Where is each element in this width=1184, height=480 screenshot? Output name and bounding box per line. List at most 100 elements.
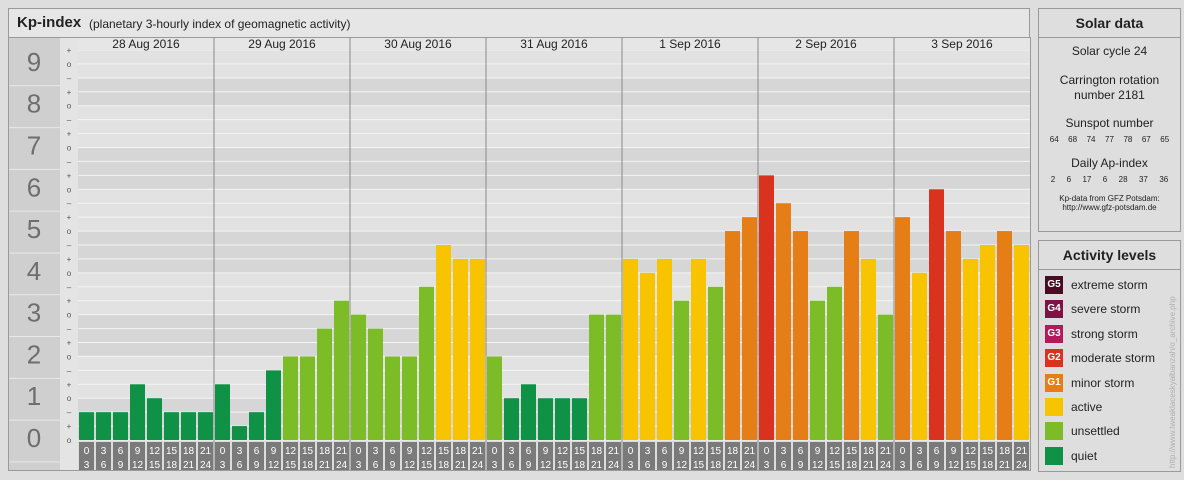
interval-end-label: 9 [118, 460, 124, 471]
interval-end-label: 12 [540, 460, 552, 471]
kp-bar [742, 217, 757, 440]
svg-text:http://www.tweaklaceskyalbanza: http://www.tweaklaceskyalbanzah/o_archiv… [1168, 296, 1177, 468]
y-minor-label: + [67, 213, 72, 222]
interval-cell [79, 442, 94, 470]
interval-start-label: 3 [509, 446, 515, 457]
sunspot-value: 78 [1123, 135, 1133, 144]
legend-label: active [1071, 400, 1103, 414]
y-minor-label: o [67, 436, 72, 445]
ap-value: 6 [1102, 175, 1108, 184]
interval-end-label: 9 [254, 460, 260, 471]
day-label: 31 Aug 2016 [520, 37, 588, 51]
interval-end-label: 9 [934, 460, 940, 471]
interval-end-label: 6 [373, 460, 379, 471]
interval-start-label: 21 [472, 446, 484, 457]
interval-start-label: 0 [764, 446, 770, 457]
kp-bar [589, 314, 604, 440]
y-tick-label: 9 [27, 47, 41, 77]
kp-bar [674, 300, 689, 440]
interval-cell [1014, 442, 1029, 470]
interval-end-label: 3 [356, 460, 362, 471]
kp-bar [164, 412, 179, 440]
interval-cell [742, 442, 757, 470]
sunspot-value: 77 [1105, 135, 1114, 144]
kp-bar [521, 384, 536, 440]
interval-start-label: 21 [744, 446, 756, 457]
interval-start-label: 3 [373, 446, 379, 457]
interval-end-label: 24 [200, 460, 212, 471]
interval-start-label: 0 [356, 446, 362, 457]
solar-data-panel: Solar data Solar cycle 24 Carrington rot… [1038, 8, 1181, 232]
y-tick-label: 8 [27, 89, 41, 119]
interval-cell [674, 442, 689, 470]
interval-cell [657, 442, 672, 470]
kp-bar [538, 398, 553, 440]
interval-start-label: 15 [982, 446, 994, 457]
kp-bar [844, 231, 859, 440]
kp-bar [436, 245, 451, 440]
interval-cell [725, 442, 740, 470]
legend-item: G5 extreme storm [1045, 275, 1148, 295]
interval-end-label: 6 [237, 460, 243, 471]
interval-start-label: 0 [628, 446, 634, 457]
interval-end-label: 24 [608, 460, 620, 471]
interval-start-label: 18 [183, 446, 195, 457]
interval-cell [266, 442, 281, 470]
y-minor-label: – [67, 116, 72, 125]
kp-bar [334, 300, 349, 440]
kp-bar [708, 286, 723, 440]
y-minor-label: o [67, 102, 72, 111]
interval-end-label: 9 [526, 460, 532, 471]
legend-label: moderate storm [1071, 351, 1156, 366]
interval-start-label: 0 [492, 446, 498, 457]
kp-bar [980, 245, 995, 440]
interval-end-label: 18 [438, 460, 450, 471]
interval-cell [980, 442, 995, 470]
interval-cell [861, 442, 876, 470]
y-minor-label: + [67, 338, 72, 347]
y-minor-label: o [67, 394, 72, 403]
interval-cell [96, 442, 111, 470]
interval-cell [487, 442, 502, 470]
interval-start-label: 18 [863, 446, 875, 457]
kp-bar [130, 384, 145, 440]
kp-bar [283, 356, 298, 440]
ap-value: 36 [1159, 175, 1169, 184]
interval-start-label: 0 [84, 446, 90, 457]
y-tick-label: 4 [27, 256, 41, 286]
interval-end-label: 21 [999, 460, 1011, 471]
interval-start-label: 6 [254, 446, 260, 457]
kp-bar [895, 217, 910, 440]
interval-end-label: 15 [557, 460, 569, 471]
y-minor-label: – [67, 74, 72, 83]
interval-cell [895, 442, 910, 470]
kp-bar [657, 258, 672, 440]
interval-end-label: 18 [302, 460, 314, 471]
y-minor-label: o [67, 185, 72, 194]
source-line1: Kp-data from GFZ Potsdam: [1059, 194, 1160, 203]
interval-start-label: 15 [710, 446, 722, 457]
interval-start-label: 9 [543, 446, 549, 457]
kp-bar [691, 258, 706, 440]
interval-end-label: 15 [421, 460, 433, 471]
y-tick-label: 5 [27, 214, 41, 244]
chart-subtitle: (planetary 3-hourly index of geomagnetic… [89, 17, 351, 31]
y-tick-label: 3 [27, 298, 41, 328]
interval-start-label: 21 [336, 446, 348, 457]
interval-start-label: 21 [608, 446, 620, 457]
interval-cell [538, 442, 553, 470]
interval-end-label: 15 [285, 460, 297, 471]
interval-cell [385, 442, 400, 470]
interval-cell [640, 442, 655, 470]
interval-end-label: 21 [319, 460, 331, 471]
interval-start-label: 9 [679, 446, 685, 457]
interval-start-label: 21 [880, 446, 892, 457]
y-minor-label: + [67, 46, 72, 55]
kp-bar [215, 384, 230, 440]
interval-start-label: 6 [526, 446, 532, 457]
y-minor-label: o [67, 352, 72, 361]
interval-start-label: 18 [455, 446, 467, 457]
interval-cell [181, 442, 196, 470]
kp-bar [113, 412, 128, 440]
